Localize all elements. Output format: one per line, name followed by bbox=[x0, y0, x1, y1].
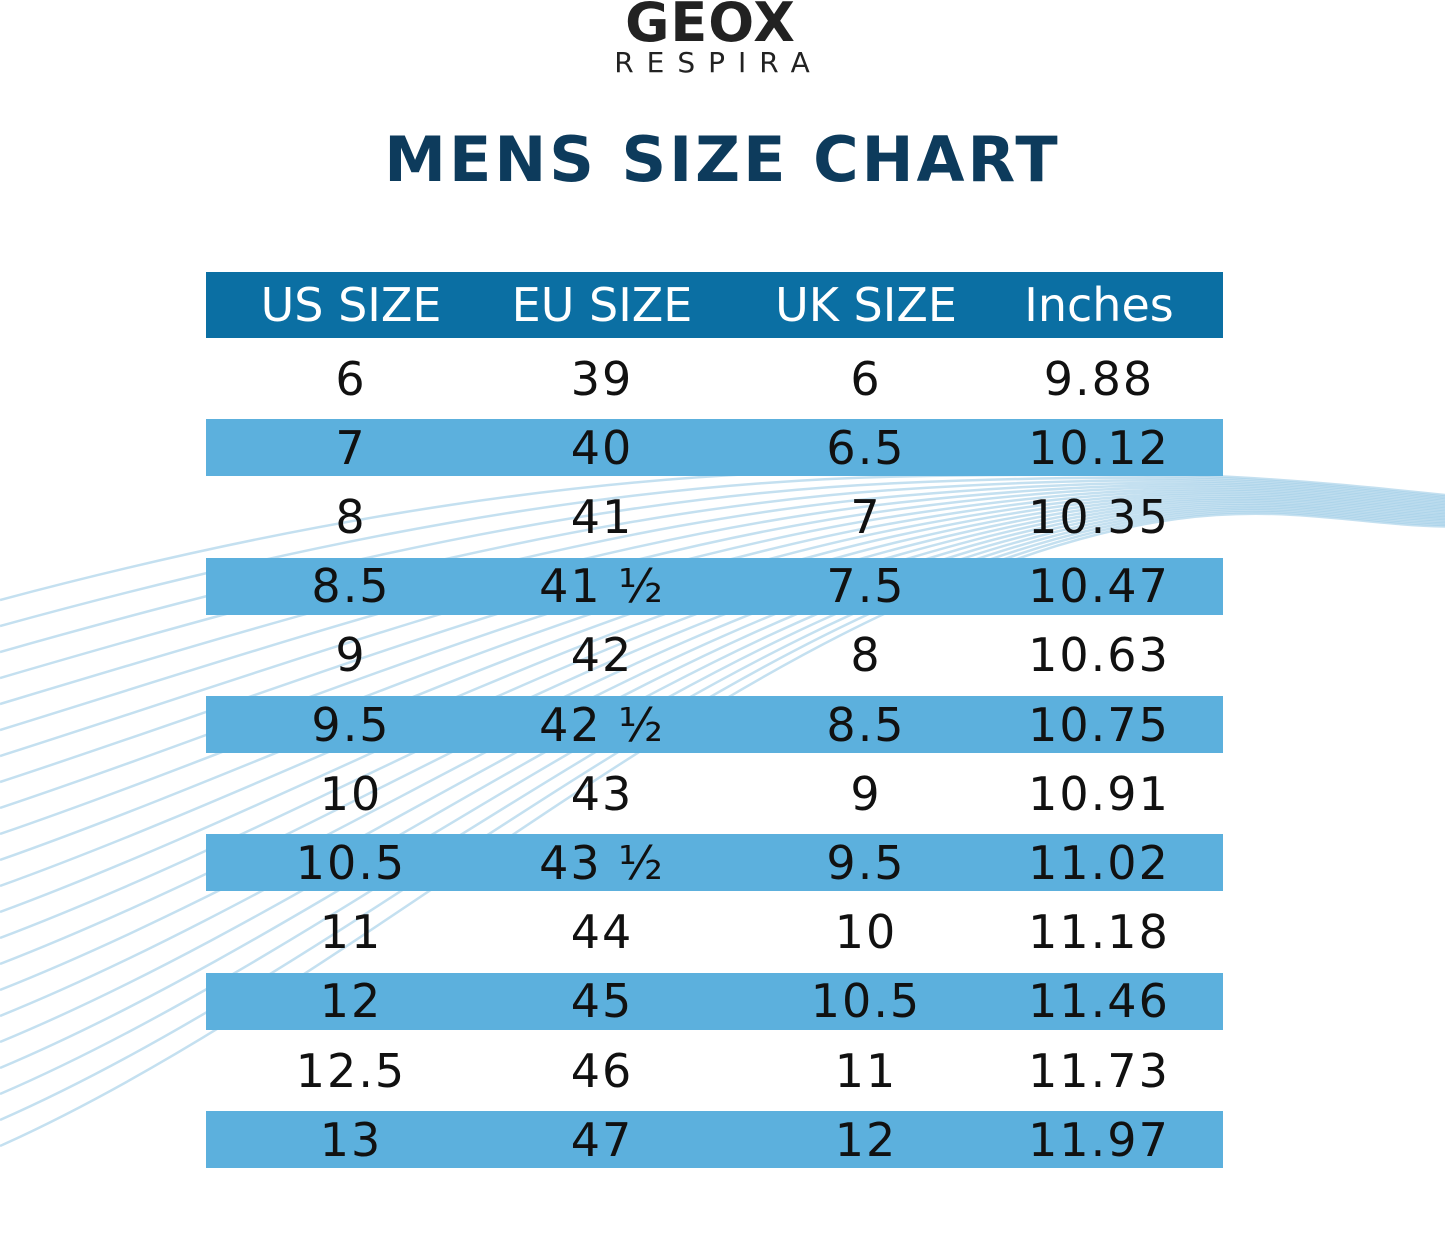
wave-line bbox=[0, 483, 1445, 732]
cell-us-size: 10 bbox=[319, 766, 383, 821]
wave-line bbox=[0, 485, 1445, 758]
cell-eu-size: 42 ½ bbox=[539, 697, 665, 752]
wave-line bbox=[0, 507, 1445, 1070]
cell-eu-size: 42 bbox=[570, 628, 634, 683]
table-row: 10.5 43 ½ 9.5 11.02 bbox=[206, 834, 1223, 892]
cell-eu-size: 40 bbox=[570, 420, 634, 475]
table-row: 13 47 12 11.97 bbox=[206, 1111, 1223, 1169]
cell-eu-size: 45 bbox=[570, 974, 634, 1029]
cell-uk-size: 11 bbox=[834, 1043, 898, 1098]
cell-us-size: 6 bbox=[335, 351, 367, 406]
cell-eu-size: 47 bbox=[570, 1112, 634, 1167]
wave-line bbox=[0, 487, 1445, 784]
table-row: 9 42 8 10.63 bbox=[206, 627, 1223, 684]
cell-inches: 11.46 bbox=[1028, 974, 1170, 1029]
brand-logo: GEOX bbox=[625, 0, 796, 54]
cell-eu-size: 43 bbox=[570, 766, 634, 821]
cell-inches: 11.02 bbox=[1028, 835, 1170, 890]
table-row: 8.5 41 ½ 7.5 10.47 bbox=[206, 557, 1223, 615]
wave-line bbox=[0, 493, 1445, 862]
header-uk-size: UK SIZE bbox=[775, 278, 957, 332]
wave-line bbox=[0, 481, 1445, 706]
cell-inches: 10.35 bbox=[1028, 489, 1170, 544]
cell-us-size: 12 bbox=[319, 974, 383, 1029]
cell-inches: 11.18 bbox=[1028, 905, 1170, 960]
cell-uk-size: 10 bbox=[834, 905, 898, 960]
cell-eu-size: 41 bbox=[570, 489, 634, 544]
cell-eu-size: 43 ½ bbox=[539, 835, 665, 890]
cell-us-size: 10.5 bbox=[295, 835, 407, 890]
cell-inches: 10.91 bbox=[1028, 766, 1170, 821]
table-row: 6 39 6 9.88 bbox=[206, 350, 1223, 407]
table-row: 11 44 10 11.18 bbox=[206, 904, 1223, 961]
table-row: 12.5 46 11 11.73 bbox=[206, 1042, 1223, 1099]
cell-inches: 11.97 bbox=[1028, 1112, 1170, 1167]
cell-inches: 10.63 bbox=[1028, 628, 1170, 683]
cell-inches: 11.73 bbox=[1028, 1043, 1170, 1098]
cell-us-size: 7 bbox=[335, 420, 367, 475]
table-row: 8 41 7 10.35 bbox=[206, 488, 1223, 545]
cell-inches: 9.88 bbox=[1043, 351, 1155, 406]
cell-inches: 10.12 bbox=[1028, 420, 1170, 475]
brand-tagline: RESPIRA bbox=[614, 46, 823, 79]
cell-uk-size: 7 bbox=[850, 489, 882, 544]
cell-us-size: 8 bbox=[335, 489, 367, 544]
cell-uk-size: 10.5 bbox=[810, 974, 922, 1029]
header-eu-size: EU SIZE bbox=[511, 278, 693, 332]
cell-eu-size: 39 bbox=[570, 351, 634, 406]
cell-uk-size: 7.5 bbox=[826, 559, 906, 614]
cell-us-size: 9.5 bbox=[311, 697, 391, 752]
table-header: US SIZE EU SIZE UK SIZE Inches bbox=[206, 272, 1223, 338]
cell-us-size: 13 bbox=[319, 1112, 383, 1167]
cell-uk-size: 8.5 bbox=[826, 697, 906, 752]
wave-line bbox=[0, 509, 1445, 1096]
table-row: 7 40 6.5 10.12 bbox=[206, 419, 1223, 477]
cell-eu-size: 41 ½ bbox=[539, 559, 665, 614]
cell-inches: 10.75 bbox=[1028, 697, 1170, 752]
header-us-size: US SIZE bbox=[260, 278, 442, 332]
cell-us-size: 12.5 bbox=[295, 1043, 407, 1098]
cell-uk-size: 9 bbox=[850, 766, 882, 821]
cell-uk-size: 6 bbox=[850, 351, 882, 406]
table-row: 10 43 9 10.91 bbox=[206, 765, 1223, 822]
cell-inches: 10.47 bbox=[1028, 559, 1170, 614]
cell-us-size: 11 bbox=[319, 905, 383, 960]
cell-uk-size: 8 bbox=[850, 628, 882, 683]
table-row: 9.5 42 ½ 8.5 10.75 bbox=[206, 696, 1223, 753]
cell-us-size: 8.5 bbox=[311, 559, 391, 614]
table-row: 12 45 10.5 11.46 bbox=[206, 972, 1223, 1030]
header-inches: Inches bbox=[1024, 278, 1174, 332]
cell-eu-size: 44 bbox=[570, 905, 634, 960]
cell-eu-size: 46 bbox=[570, 1043, 634, 1098]
cell-uk-size: 9.5 bbox=[826, 835, 906, 890]
page-title: MENS SIZE CHART bbox=[384, 123, 1061, 196]
cell-us-size: 9 bbox=[335, 628, 367, 683]
cell-uk-size: 12 bbox=[834, 1112, 898, 1167]
cell-uk-size: 6.5 bbox=[826, 420, 906, 475]
